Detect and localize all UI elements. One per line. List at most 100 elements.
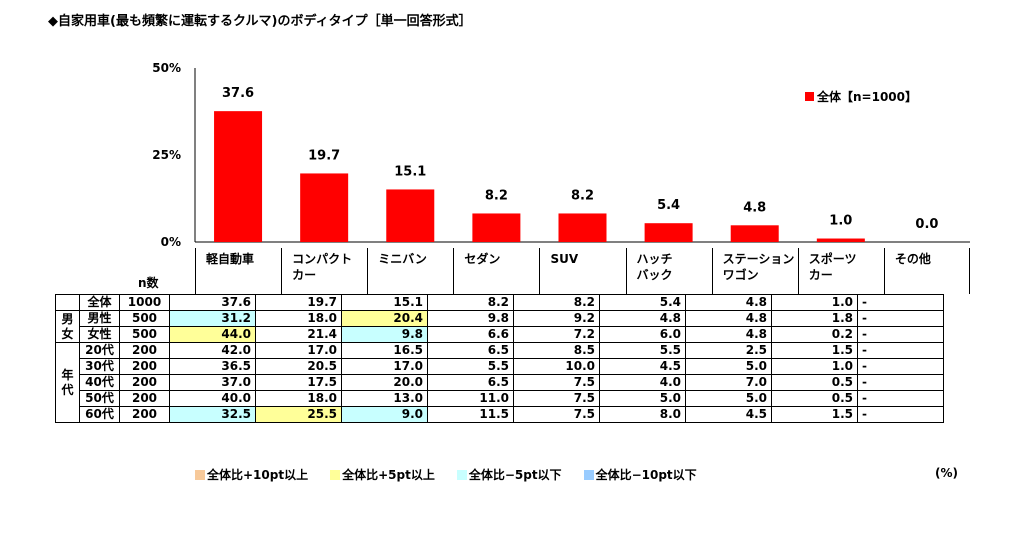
bar (386, 189, 435, 242)
value-cell: 37.6 (169, 294, 256, 311)
value-cell: 5.0 (685, 358, 772, 375)
highlight-legend-item: 全体比+5pt以上 (330, 466, 435, 483)
value-cell: 4.8 (685, 326, 772, 343)
value-cell: 36.5 (169, 358, 256, 375)
value-cell: 8.2 (427, 294, 514, 311)
value-cell: 1.0 (771, 294, 858, 311)
value-cell: 40.0 (169, 390, 256, 407)
highlight-swatch (330, 469, 341, 480)
highlight-legend-label: 全体比+10pt以上 (207, 468, 309, 482)
value-cell: 18.0 (255, 310, 342, 327)
table-row: 40代 200 37.0 17.5 20.0 6.5 7.5 4.0 7.0 0.5- (56, 374, 944, 391)
value-cell: 1.5 (771, 342, 858, 359)
bar (472, 213, 521, 242)
category-header: スポーツ カー (797, 248, 884, 294)
value-cell: 32.5 (169, 406, 256, 423)
value-cell: 31.2 (169, 310, 256, 327)
bar-value-label: 15.1 (394, 164, 426, 179)
value-cell: 44.0 (169, 326, 256, 343)
value-cell: 9.8 (427, 310, 514, 327)
value-cell: 4.0 (599, 374, 686, 391)
value-cell: 17.5 (255, 374, 342, 391)
bar-value-label: 4.8 (743, 200, 766, 215)
table-row: 60代 200 32.5 25.5 9.0 11.5 7.5 8.0 4.5 1.5- (56, 406, 944, 423)
group-cell: 男 女 (55, 310, 80, 343)
value-cell: 4.5 (685, 406, 772, 423)
category-header-row: 軽自動車 コンパクト カー ミニバン セダン SUV ハッチ バック ステーション ワゴンス… (195, 248, 970, 294)
y-tick-label: 25% (152, 148, 181, 162)
value-cell: 18.0 (255, 390, 342, 407)
value-cell: 1.8 (771, 310, 858, 327)
value-cell: 4.8 (685, 310, 772, 327)
bar (816, 238, 865, 242)
value-cell: 9.8 (341, 326, 428, 343)
value-cell: - (857, 358, 944, 375)
value-cell: 10.0 (513, 358, 600, 375)
y-tick-label: 50% (152, 61, 181, 75)
category-header: SUV (539, 248, 625, 294)
group-cell: 年 代 (55, 342, 80, 423)
value-cell: 5.0 (599, 390, 686, 407)
n-cell: 500 (119, 310, 170, 327)
value-cell: 1.0 (771, 358, 858, 375)
row-label: 女性 (79, 326, 120, 343)
value-cell: 7.0 (685, 374, 772, 391)
n-cell: 200 (119, 374, 170, 391)
value-cell: 4.8 (599, 310, 686, 327)
value-cell: 9.2 (513, 310, 600, 327)
chart-legend: 全体【n=1000】 (805, 88, 917, 105)
bar-value-label: 8.2 (485, 188, 508, 203)
category-header: コンパクト カー (281, 248, 367, 294)
value-cell: 1.5 (771, 406, 858, 423)
unit-label: (%) (935, 466, 958, 480)
bar (300, 173, 349, 242)
value-cell: 17.0 (255, 342, 342, 359)
bar-value-label: 0.0 (915, 217, 938, 232)
bar-chart: 50% 25% 0% 37.6 19.7 15.1 8.2 8.2 5.4 4.8 1.0 0.0 (152, 61, 970, 249)
n-cell: 1000 (119, 294, 170, 311)
highlight-legend-label: 全体比−10pt以下 (595, 468, 697, 482)
highlight-legend-label: 全体比−5pt以下 (468, 468, 562, 482)
n-cell: 200 (119, 342, 170, 359)
value-cell: 19.7 (255, 294, 342, 311)
value-cell: 5.5 (427, 358, 514, 375)
highlight-legend-item: 全体比+10pt以上 (195, 466, 308, 483)
row-label: 30代 (79, 358, 120, 375)
row-label: 50代 (79, 390, 120, 407)
highlight-legend-item: 全体比−5pt以下 (456, 466, 562, 483)
value-cell: 25.5 (255, 406, 342, 423)
group-cell (55, 294, 80, 311)
row-label: 60代 (79, 406, 120, 423)
highlight-legend-label: 全体比+5pt以上 (342, 468, 435, 482)
category-header: その他 (883, 248, 970, 294)
table-row: 男 女男性 500 31.2 18.0 20.4 9.8 9.2 4.8 4.8 1.8- (55, 310, 944, 343)
value-cell: 0.5 (771, 390, 858, 407)
legend-label: 全体【n=1000】 (817, 90, 917, 104)
value-cell: 2.5 (685, 342, 772, 359)
value-cell: 11.5 (427, 406, 514, 423)
value-cell: - (857, 294, 944, 311)
highlight-legend: 全体比+10pt以上 全体比+5pt以上 全体比−5pt以下 全体比−10pt以下 (195, 466, 719, 483)
bar-value-label: 5.4 (657, 198, 680, 213)
row-label: 男性 (79, 310, 120, 327)
value-cell: 4.8 (685, 294, 772, 311)
value-cell: - (857, 326, 944, 343)
value-cell: - (857, 342, 944, 359)
highlight-legend-item: 全体比−10pt以下 (583, 466, 697, 483)
value-cell: 6.5 (427, 374, 514, 391)
table-row: 年 代 20代 200 42.0 17.0 16.5 6.5 8.5 5.5 2.5 1.5- (55, 342, 944, 423)
value-cell: - (857, 390, 944, 407)
value-cell: 0.5 (771, 374, 858, 391)
bar-value-label: 37.6 (222, 86, 254, 101)
value-cell: 13.0 (341, 390, 428, 407)
value-cell: 0.2 (771, 326, 858, 343)
bar-value-label: 19.7 (308, 148, 340, 163)
chart-title: ◆自家用車(最も頻繁に運転するクルマ)のボディタイプ［単一回答形式］ (48, 14, 472, 29)
bar-value-label: 8.2 (571, 188, 594, 203)
n-cell: 200 (119, 358, 170, 375)
value-cell: 21.4 (255, 326, 342, 343)
category-header: ステーション ワゴン (711, 248, 798, 294)
value-cell: 7.2 (513, 326, 600, 343)
value-cell: 17.0 (341, 358, 428, 375)
value-cell: - (857, 310, 944, 327)
